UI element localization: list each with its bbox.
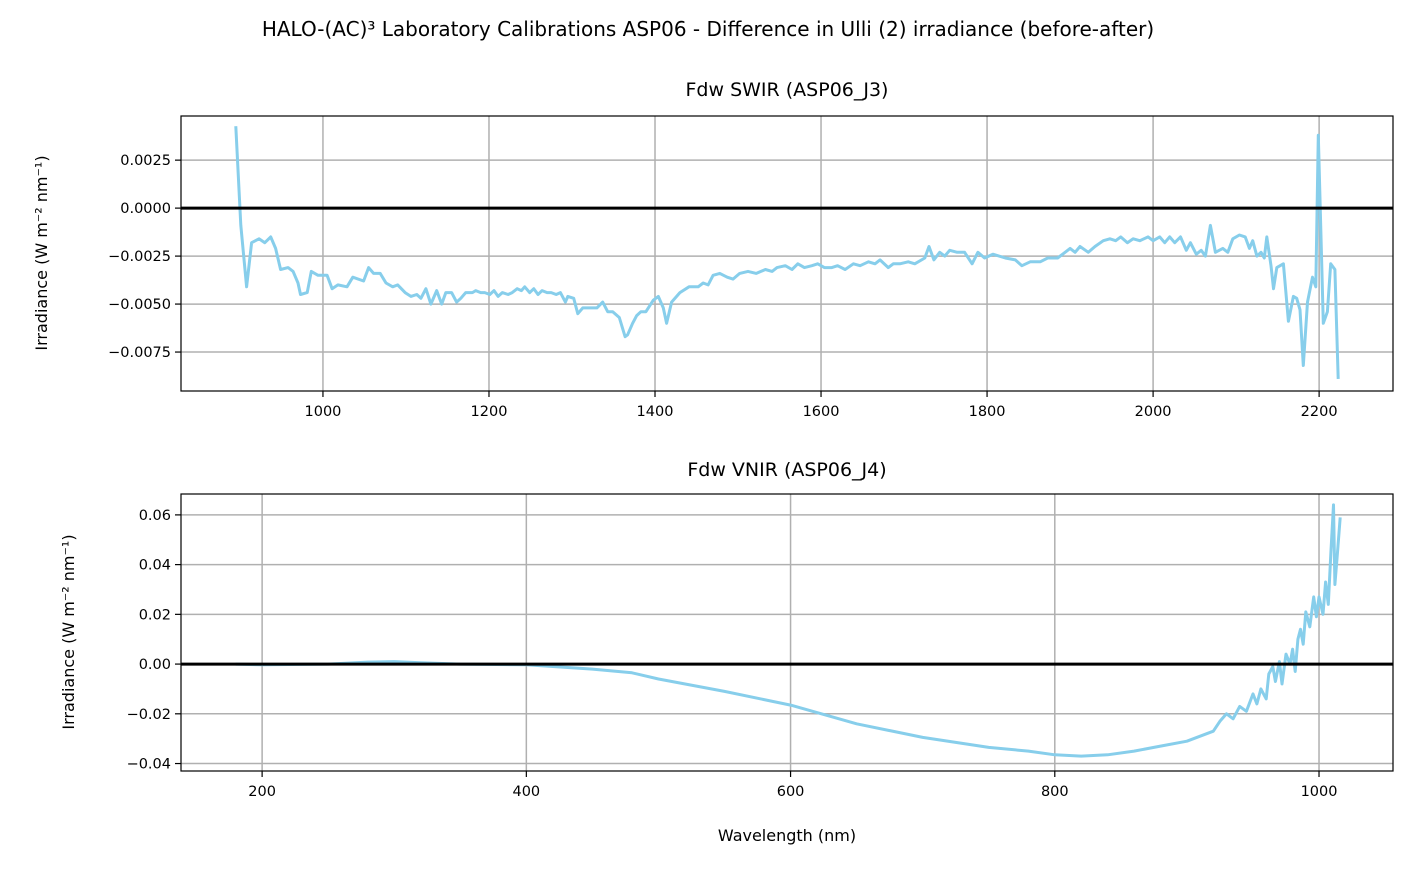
- x-tick-label: 600: [777, 784, 805, 800]
- x-tick-label: 1200: [471, 404, 508, 420]
- x-tick-label: 1800: [969, 404, 1006, 420]
- y-tick-label: 0.06: [139, 508, 171, 524]
- y-tick-label: 0.04: [139, 558, 171, 574]
- x-tick-label: 800: [1041, 784, 1069, 800]
- x-tick-label: 1000: [305, 404, 342, 420]
- axes-frame: [180, 115, 1394, 392]
- swir-subplot: Fdw SWIR (ASP06_J3) Irradiance (W m⁻² nm…: [32, 79, 1394, 420]
- y-tick-label: 0.0025: [120, 153, 171, 169]
- vnir-title: Fdw VNIR (ASP06_J4): [687, 459, 886, 481]
- series-line: [234, 126, 1340, 379]
- y-tick-label: 0.00: [139, 657, 171, 673]
- swir-title: Fdw SWIR (ASP06_J3): [686, 79, 889, 101]
- vnir-xlabel: Wavelength (nm): [718, 826, 856, 845]
- y-tick-label: −0.0050: [108, 297, 171, 313]
- vnir-ylabel: Irradiance (W m⁻² nm⁻¹): [59, 534, 78, 729]
- y-tick-label: 0.0000: [120, 201, 171, 217]
- y-tick-label: −0.02: [127, 707, 171, 723]
- series-line: [235, 503, 1342, 758]
- x-tick-label: 200: [248, 784, 276, 800]
- y-tick-label: −0.0075: [108, 345, 171, 361]
- vnir-subplot: Fdw VNIR (ASP06_J4) Irradiance (W m⁻² nm…: [59, 459, 1394, 845]
- x-tick-label: 400: [512, 784, 540, 800]
- figure-title: HALO-(AC)³ Laboratory Calibrations ASP06…: [262, 17, 1154, 41]
- axes-frame: [180, 493, 1394, 772]
- x-tick-label: 1400: [637, 404, 674, 420]
- y-tick-label: −0.04: [127, 757, 171, 773]
- y-tick-label: 0.02: [139, 607, 171, 623]
- x-tick-label: 1000: [1301, 784, 1338, 800]
- x-tick-label: 1600: [803, 404, 840, 420]
- y-tick-label: −0.0025: [108, 249, 171, 265]
- x-tick-label: 2200: [1301, 404, 1338, 420]
- x-tick-label: 2000: [1135, 404, 1172, 420]
- swir-ylabel: Irradiance (W m⁻² nm⁻¹): [32, 155, 51, 350]
